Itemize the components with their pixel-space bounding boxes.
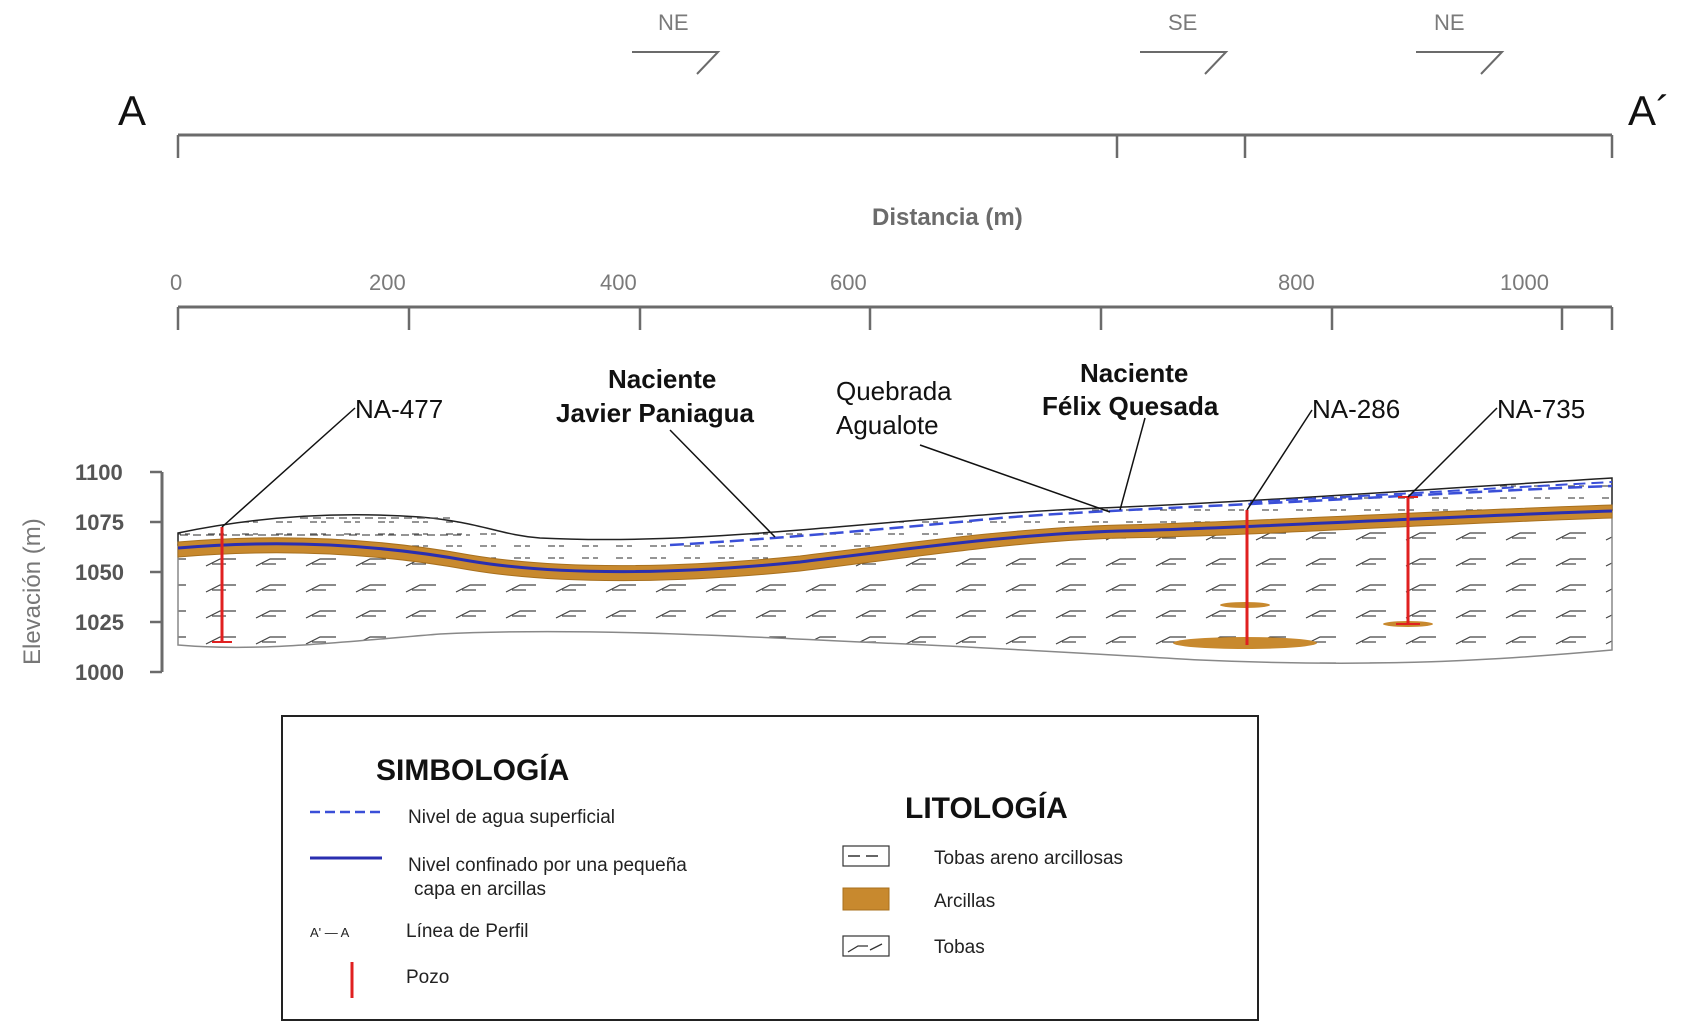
elevation-axis-title: Elevación (m) [19, 518, 46, 665]
spring-felix-label-2: Félix Quesada [1042, 391, 1219, 421]
legend-surface-water-label: Nivel de agua superficial [408, 807, 615, 828]
legend-lithology-title: LITOLOGÍA [905, 791, 1068, 825]
leader-line [1119, 417, 1146, 511]
legend-clay-label: Arcillas [934, 891, 995, 912]
geologic-section [177, 477, 1613, 665]
legend-tobas-label: Tobas [934, 937, 985, 958]
leader-line [1407, 407, 1498, 498]
legend-profile-sample: A' — A [310, 925, 350, 940]
spring-javier-label-2: Javier Paniagua [556, 398, 755, 428]
well-na286-label: NA-286 [1312, 394, 1400, 424]
annotations: NA-477 Naciente Javier Paniagua Quebrada… [221, 358, 1585, 538]
legend-profile-label: Línea de Perfil [406, 921, 529, 942]
direction-arrow-icon [1416, 51, 1505, 75]
surface-water-line-top [1249, 481, 1613, 503]
distance-tick-label: 600 [830, 270, 867, 295]
creek-label-2: Agualote [836, 410, 939, 440]
elevation-tick-label: 1025 [75, 610, 124, 635]
creek-label-1: Quebrada [836, 376, 952, 406]
leader-line [669, 429, 776, 538]
distance-axis: Distancia (m) 0 200 400 600 800 1000 [170, 204, 1614, 330]
legend-confined-label-2: capa en arcillas [414, 879, 546, 900]
legend: SIMBOLOGÍA Nivel de agua superficial Niv… [281, 715, 1259, 1021]
legend-confined-label-1: Nivel confinado por una pequeña [408, 855, 687, 876]
direction-arrow-icon [1140, 51, 1229, 75]
distance-axis-title: Distancia (m) [872, 204, 1023, 231]
spring-javier-label-1: Naciente [608, 364, 716, 394]
legend-sandy-tobas-label: Tobas areno arcillosas [934, 848, 1123, 869]
distance-tick-label: 200 [369, 270, 406, 295]
profile-end-label: A´ [1628, 87, 1670, 134]
direction-label-ne-2: NE [1434, 10, 1465, 35]
legend-tobas-mark [847, 943, 883, 953]
profile-start-label: A [118, 87, 146, 134]
clay-layer [177, 504, 1613, 582]
distance-tick-label: 400 [600, 270, 637, 295]
confined-water-line [177, 509, 1613, 574]
clay-lens [1220, 602, 1270, 608]
elevation-tick-label: 1075 [75, 510, 124, 535]
elevation-tick-label: 1050 [75, 560, 124, 585]
distance-tick-label: 1000 [1500, 270, 1549, 295]
leader-line [221, 407, 356, 528]
profile-line-group: A A´ NE SE NE [118, 10, 1670, 158]
elevation-tick-label: 1000 [75, 660, 124, 685]
well-na477-label: NA-477 [355, 394, 443, 424]
direction-label-se: SE [1168, 10, 1197, 35]
legend-symbology-title: SIMBOLOGÍA [376, 753, 569, 787]
elevation-axis: Elevación (m) 1100 1075 1050 1025 1000 [19, 460, 164, 685]
clay-lens [1173, 637, 1317, 649]
legend-well-label: Pozo [406, 967, 449, 988]
distance-tick-label: 0 [170, 270, 182, 295]
legend-box [281, 715, 1259, 1021]
surface-water-line [669, 484, 1613, 547]
distance-tick-label: 800 [1278, 270, 1315, 295]
direction-arrow-icon [632, 51, 721, 75]
leader-line [1246, 409, 1313, 511]
direction-label-ne-1: NE [658, 10, 689, 35]
spring-felix-label-1: Naciente [1080, 358, 1188, 388]
elevation-tick-label: 1100 [75, 460, 123, 485]
legend-clay-swatch [842, 887, 890, 911]
well-na735-label: NA-735 [1497, 394, 1585, 424]
leader-line [919, 444, 1111, 513]
